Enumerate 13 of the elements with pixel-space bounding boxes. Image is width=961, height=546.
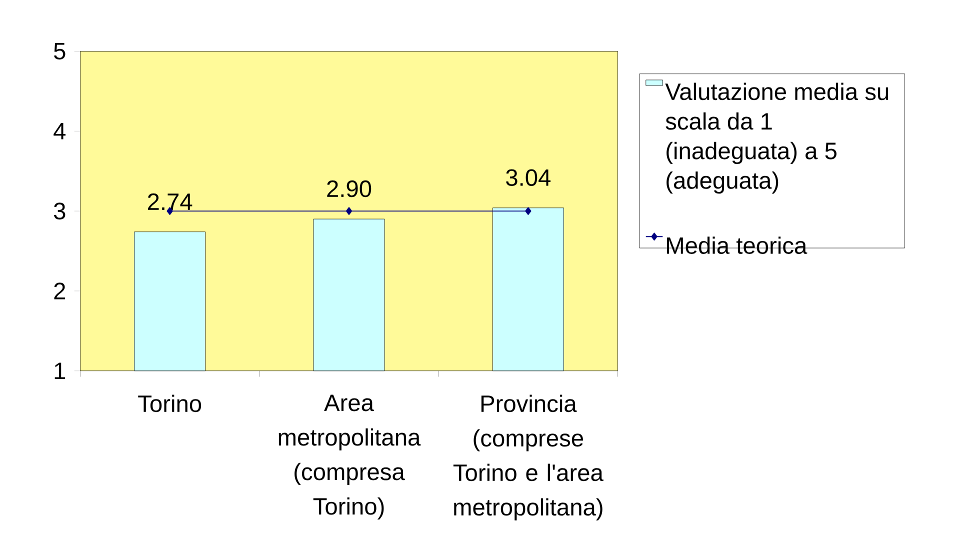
y-tick-label: 3 [54,202,66,220]
y-tick-label: 5 [54,42,66,60]
data-label: 2.74 [148,193,192,210]
x-tick-label: Provincia (comprese Torino e l'area metropolitana) [453,394,604,520]
x-tick-label: Area metropolitana (compresa Torino) [278,394,421,520]
y-tick-label: 2 [54,282,66,300]
legend-label: Media teorica [667,236,808,254]
y-tick-label: 1 [54,362,66,379]
data-label: 3.04 [506,168,551,186]
legend-label: Valutazione media su scala da 1 (inadeguata) a 5 (adeguata) [665,82,888,194]
x-tick-label: Torino [138,394,202,412]
data-label: 2.90 [327,180,372,197]
y-tick-label: 4 [54,122,66,140]
